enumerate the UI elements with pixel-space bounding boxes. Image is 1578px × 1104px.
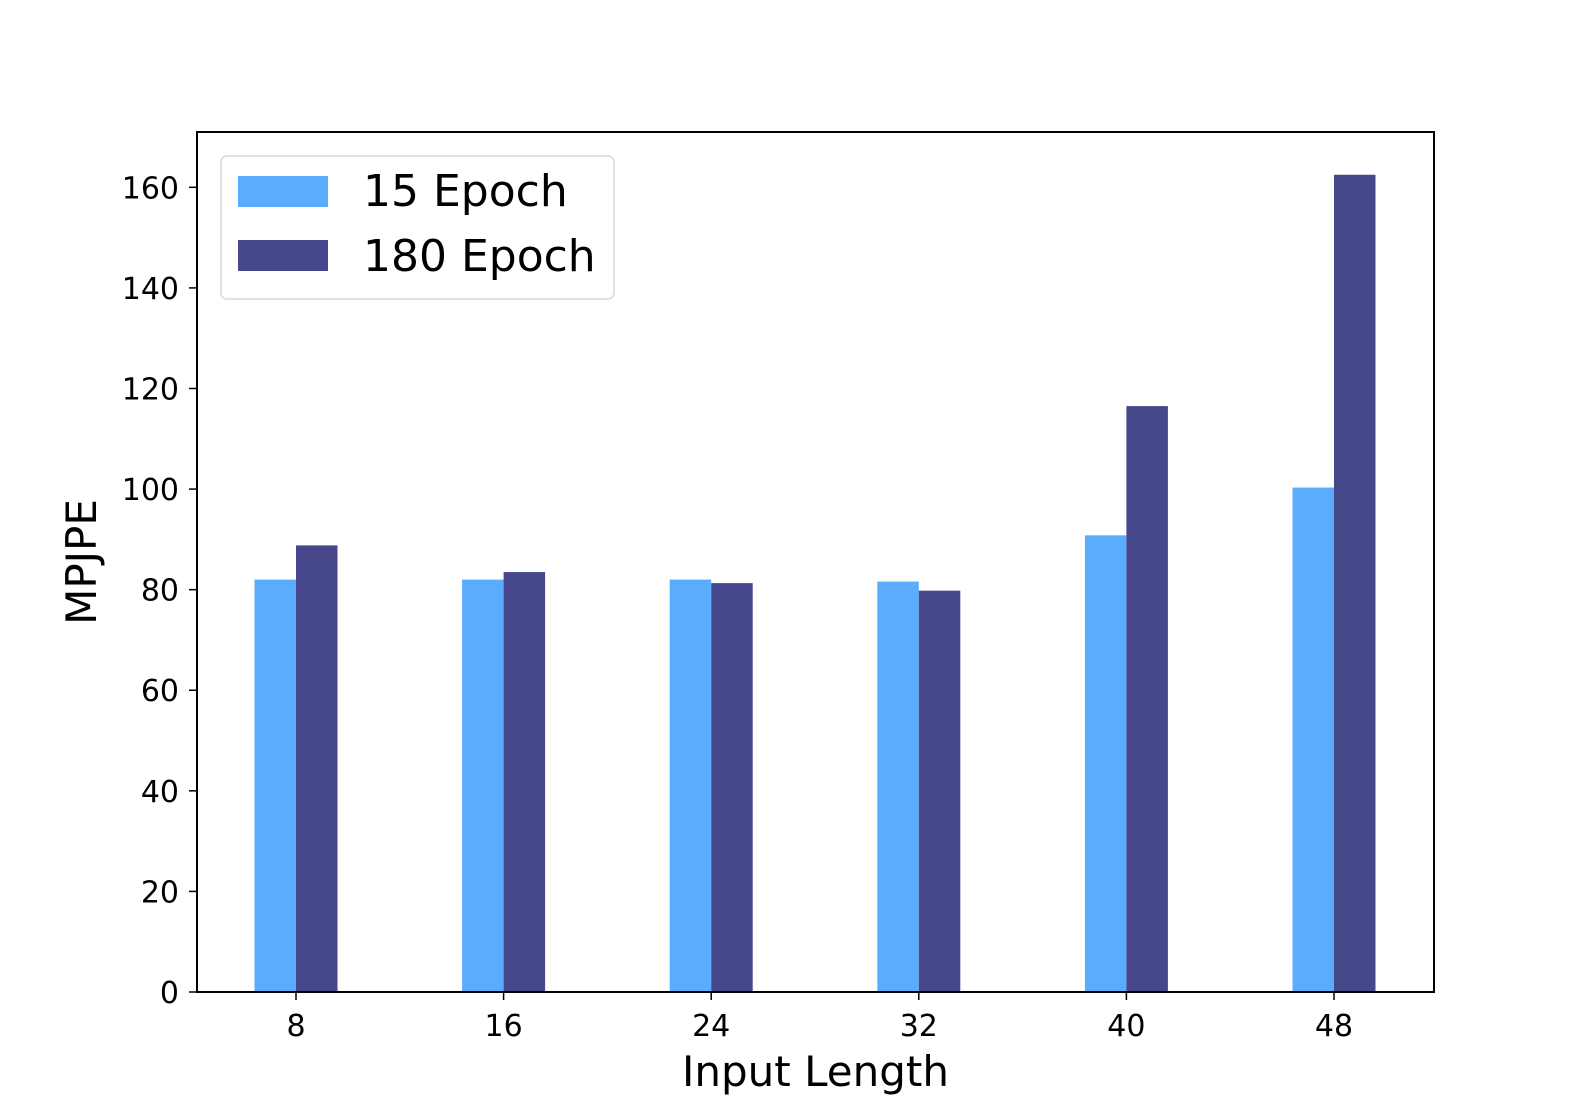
x-tick-label: 16 (485, 1009, 523, 1044)
plot-frame (196, 131, 1435, 993)
x-tick-label: 8 (286, 1009, 305, 1044)
y-tick-label: 20 (141, 875, 179, 910)
bar-15-epoch-40 (1084, 535, 1127, 992)
bar-180-epoch-40 (1126, 406, 1168, 992)
bar-180-epoch-32 (918, 590, 961, 992)
bar-15-epoch-16 (462, 579, 504, 992)
bar-15-epoch-32 (877, 581, 919, 992)
bar-15-epoch-24 (669, 579, 712, 992)
bar-180-epoch-48 (1334, 174, 1376, 992)
bar-180-epoch-8 (296, 545, 338, 992)
bars-group (254, 174, 1376, 992)
y-tick-label: 40 (141, 775, 179, 810)
bar-15-epoch-8 (254, 579, 296, 992)
legend: 15 Epoch 180 Epoch (220, 155, 615, 300)
x-axis-ticks: 8 16 24 32 40 48 (286, 992, 1353, 1044)
y-tick-label: 80 (141, 574, 179, 609)
x-tick-label: 32 (900, 1009, 938, 1044)
y-tick-label: 0 (160, 976, 179, 1011)
bar-180-epoch-16 (503, 572, 546, 992)
x-tick-label: 48 (1315, 1009, 1353, 1044)
y-tick-label: 120 (122, 372, 179, 407)
y-tick-label: 100 (122, 473, 179, 508)
legend-swatch-180-epoch (238, 240, 328, 271)
x-tick-label: 24 (692, 1009, 730, 1044)
bar-180-epoch-24 (711, 583, 753, 992)
y-axis-ticks: 0 20 40 60 80 100 120 140 160 (122, 171, 197, 1011)
legend-label-15-epoch: 15 Epoch (363, 166, 568, 217)
bar-15-epoch-48 (1292, 487, 1334, 992)
legend-label-180-epoch: 180 Epoch (363, 231, 596, 282)
x-tick-label: 40 (1107, 1009, 1145, 1044)
y-axis-title: MPJPE (57, 499, 106, 625)
y-tick-label: 140 (122, 272, 179, 307)
y-tick-label: 60 (141, 674, 179, 709)
legend-swatch-15-epoch (238, 176, 328, 207)
x-axis-title: Input Length (682, 1047, 949, 1096)
y-tick-label: 160 (122, 171, 179, 206)
